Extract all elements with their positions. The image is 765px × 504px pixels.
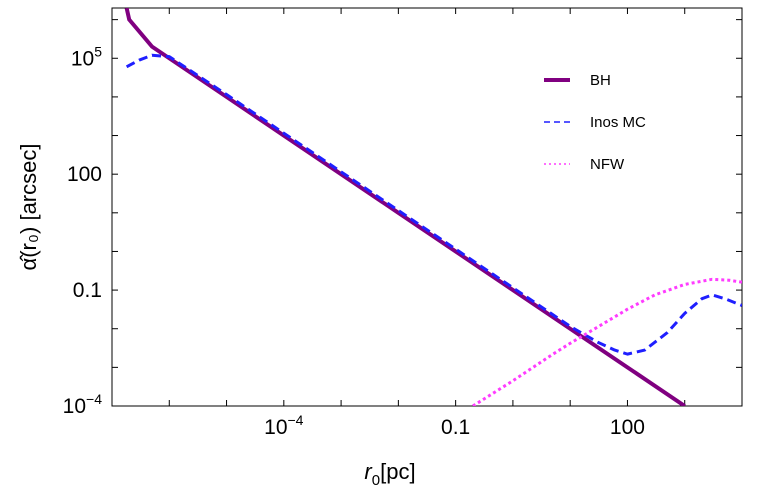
- series-line-nfw: [472, 277, 742, 406]
- y-tick-label: 0.1: [73, 279, 102, 302]
- series-line-bh: [124, 8, 686, 406]
- axis-ticks: [111, 8, 743, 407]
- legend-label: BH: [590, 72, 611, 89]
- y-tick-label: 100: [67, 163, 102, 186]
- y-axis-label: α̂(r₀) [arcsec]: [16, 144, 41, 271]
- y-tick-label: 105: [71, 43, 102, 70]
- y-tick-labels: 10−4 0.1 100 105: [63, 43, 103, 418]
- x-axis-label: r0[pc]: [364, 459, 415, 489]
- series-layer: [124, 8, 742, 406]
- x-tick-label: 100: [610, 416, 645, 439]
- legend: BH Inos MC NFW: [544, 72, 646, 173]
- y-tick-label: 10−4: [63, 391, 103, 418]
- plot-frame: [111, 7, 743, 407]
- x-tick-label: 10−4: [264, 412, 304, 439]
- legend-label: Inos MC: [590, 114, 646, 131]
- legend-label: NFW: [590, 156, 625, 173]
- series-line-inos-mc: [125, 53, 742, 356]
- x-tick-label: 0.1: [441, 416, 470, 439]
- x-tick-labels: 10−4 0.1 100: [264, 412, 645, 439]
